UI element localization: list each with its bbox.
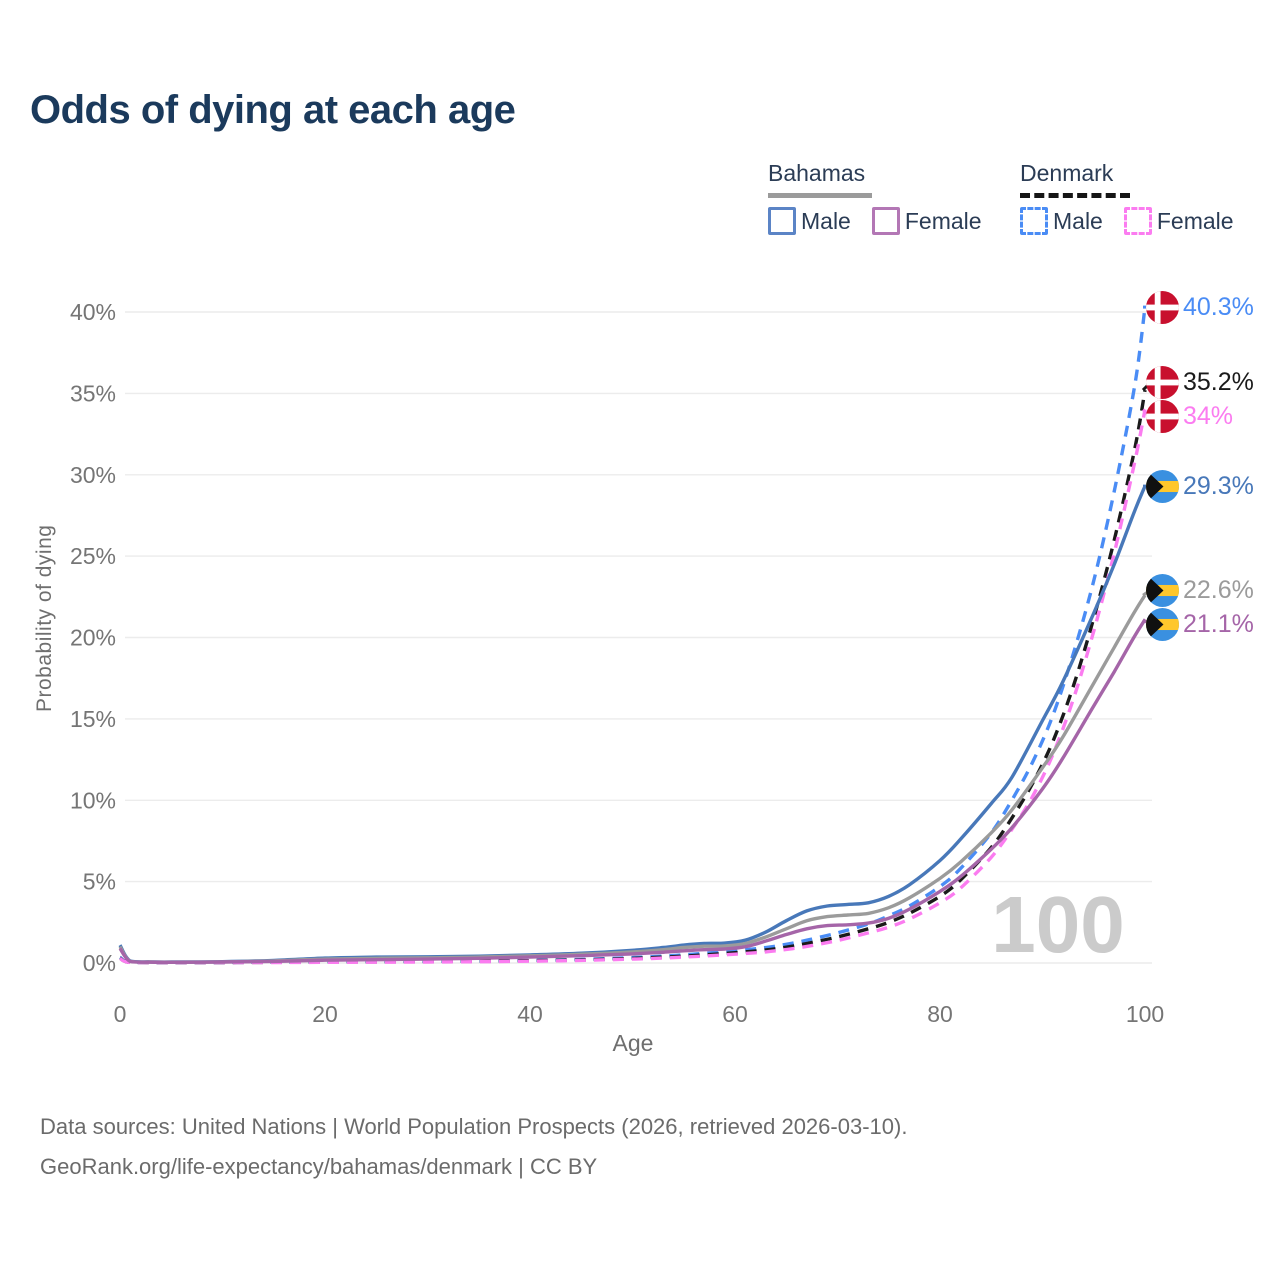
end-label-value: 22.6% (1183, 575, 1254, 604)
x-tick-label: 80 (927, 1001, 953, 1027)
y-tick-label: 30% (70, 462, 116, 488)
y-tick-label: 35% (70, 380, 116, 406)
bahamas-flag-icon (1146, 607, 1179, 641)
y-tick-label: 40% (70, 299, 116, 325)
age-hover-watermark: 100 (991, 880, 1124, 969)
legend-country-bahamas[interactable]: Bahamas (768, 160, 866, 186)
leader-line (1141, 381, 1157, 392)
bahamas-flag-icon (1146, 573, 1179, 607)
legend-group-denmark: Denmark Male Female (1020, 160, 1234, 235)
denmark-flag-icon (1146, 290, 1179, 324)
legend-group-bahamas: Bahamas Male Female (768, 160, 982, 235)
end-label-value: 35.2% (1183, 368, 1254, 397)
source-line-1: Data sources: United Nations | World Pop… (40, 1114, 908, 1139)
end-label-value: 34% (1183, 402, 1234, 431)
denmark-female-swatch[interactable] (1123, 207, 1152, 235)
leader-line (1141, 408, 1157, 419)
denmark-flag-icon (1146, 400, 1179, 434)
series-line-denmark[interactable] (119, 389, 1147, 965)
legend-country-denmark[interactable]: Denmark (1020, 160, 1114, 186)
y-tick-label: 20% (70, 625, 116, 651)
end-label-bahamas-male: 29.3% (1146, 469, 1254, 503)
end-label-value: 21.1% (1183, 609, 1254, 638)
legend-item-denmark-male[interactable]: Male (1053, 207, 1103, 234)
denmark-combined-line-swatch (1020, 193, 1130, 198)
denmark-male-swatch[interactable] (1020, 207, 1048, 235)
denmark-flag-icon (1146, 366, 1179, 400)
x-axis-title: Age (612, 1030, 654, 1056)
y-tick-label: 0% (83, 950, 116, 976)
bahamas-male-swatch[interactable] (768, 207, 796, 235)
end-label-value: 40.3% (1183, 292, 1254, 321)
y-axis-title: Probability of dying (33, 524, 56, 712)
end-label-denmark-combined: 35.2% (1146, 366, 1254, 400)
series-line-denmark-female[interactable] (119, 409, 1147, 965)
y-tick-label: 15% (70, 706, 116, 732)
end-label-value: 29.3% (1183, 471, 1254, 500)
end-label-denmark-female: 34% (1146, 400, 1233, 434)
bahamas-female-swatch[interactable] (871, 207, 900, 235)
source-line-2: GeoRank.org/life-expectancy/bahamas/denm… (40, 1154, 598, 1179)
series-line-denmark-male[interactable] (119, 306, 1147, 965)
legend-item-denmark-female[interactable]: Female (1156, 207, 1234, 234)
legend-item-bahamas-female[interactable]: Female (904, 207, 982, 234)
bahamas-combined-line-swatch (768, 193, 872, 198)
legend-item-bahamas-male[interactable]: Male (801, 207, 851, 234)
bahamas-flag-icon (1146, 469, 1179, 503)
end-label-bahamas-female: 21.1% (1146, 607, 1254, 641)
x-tick-label: 60 (722, 1001, 748, 1027)
y-tick-label: 10% (70, 787, 116, 813)
x-tick-label: 20 (312, 1001, 338, 1027)
data-source: Data sources: United Nations | World Pop… (40, 1107, 907, 1187)
end-label-bahamas-combined: 22.6% (1146, 573, 1254, 607)
y-tick-label: 5% (83, 869, 116, 895)
y-tick-label: 25% (70, 543, 116, 569)
chart-title: Odds of dying at each age (30, 88, 516, 132)
x-tick-label: 0 (114, 1001, 127, 1027)
end-label-denmark-male: 40.3% (1146, 290, 1254, 324)
series-line-bahamas-female[interactable] (118, 618, 1147, 965)
x-tick-label: 100 (1126, 1001, 1164, 1027)
x-tick-label: 40 (517, 1001, 543, 1027)
